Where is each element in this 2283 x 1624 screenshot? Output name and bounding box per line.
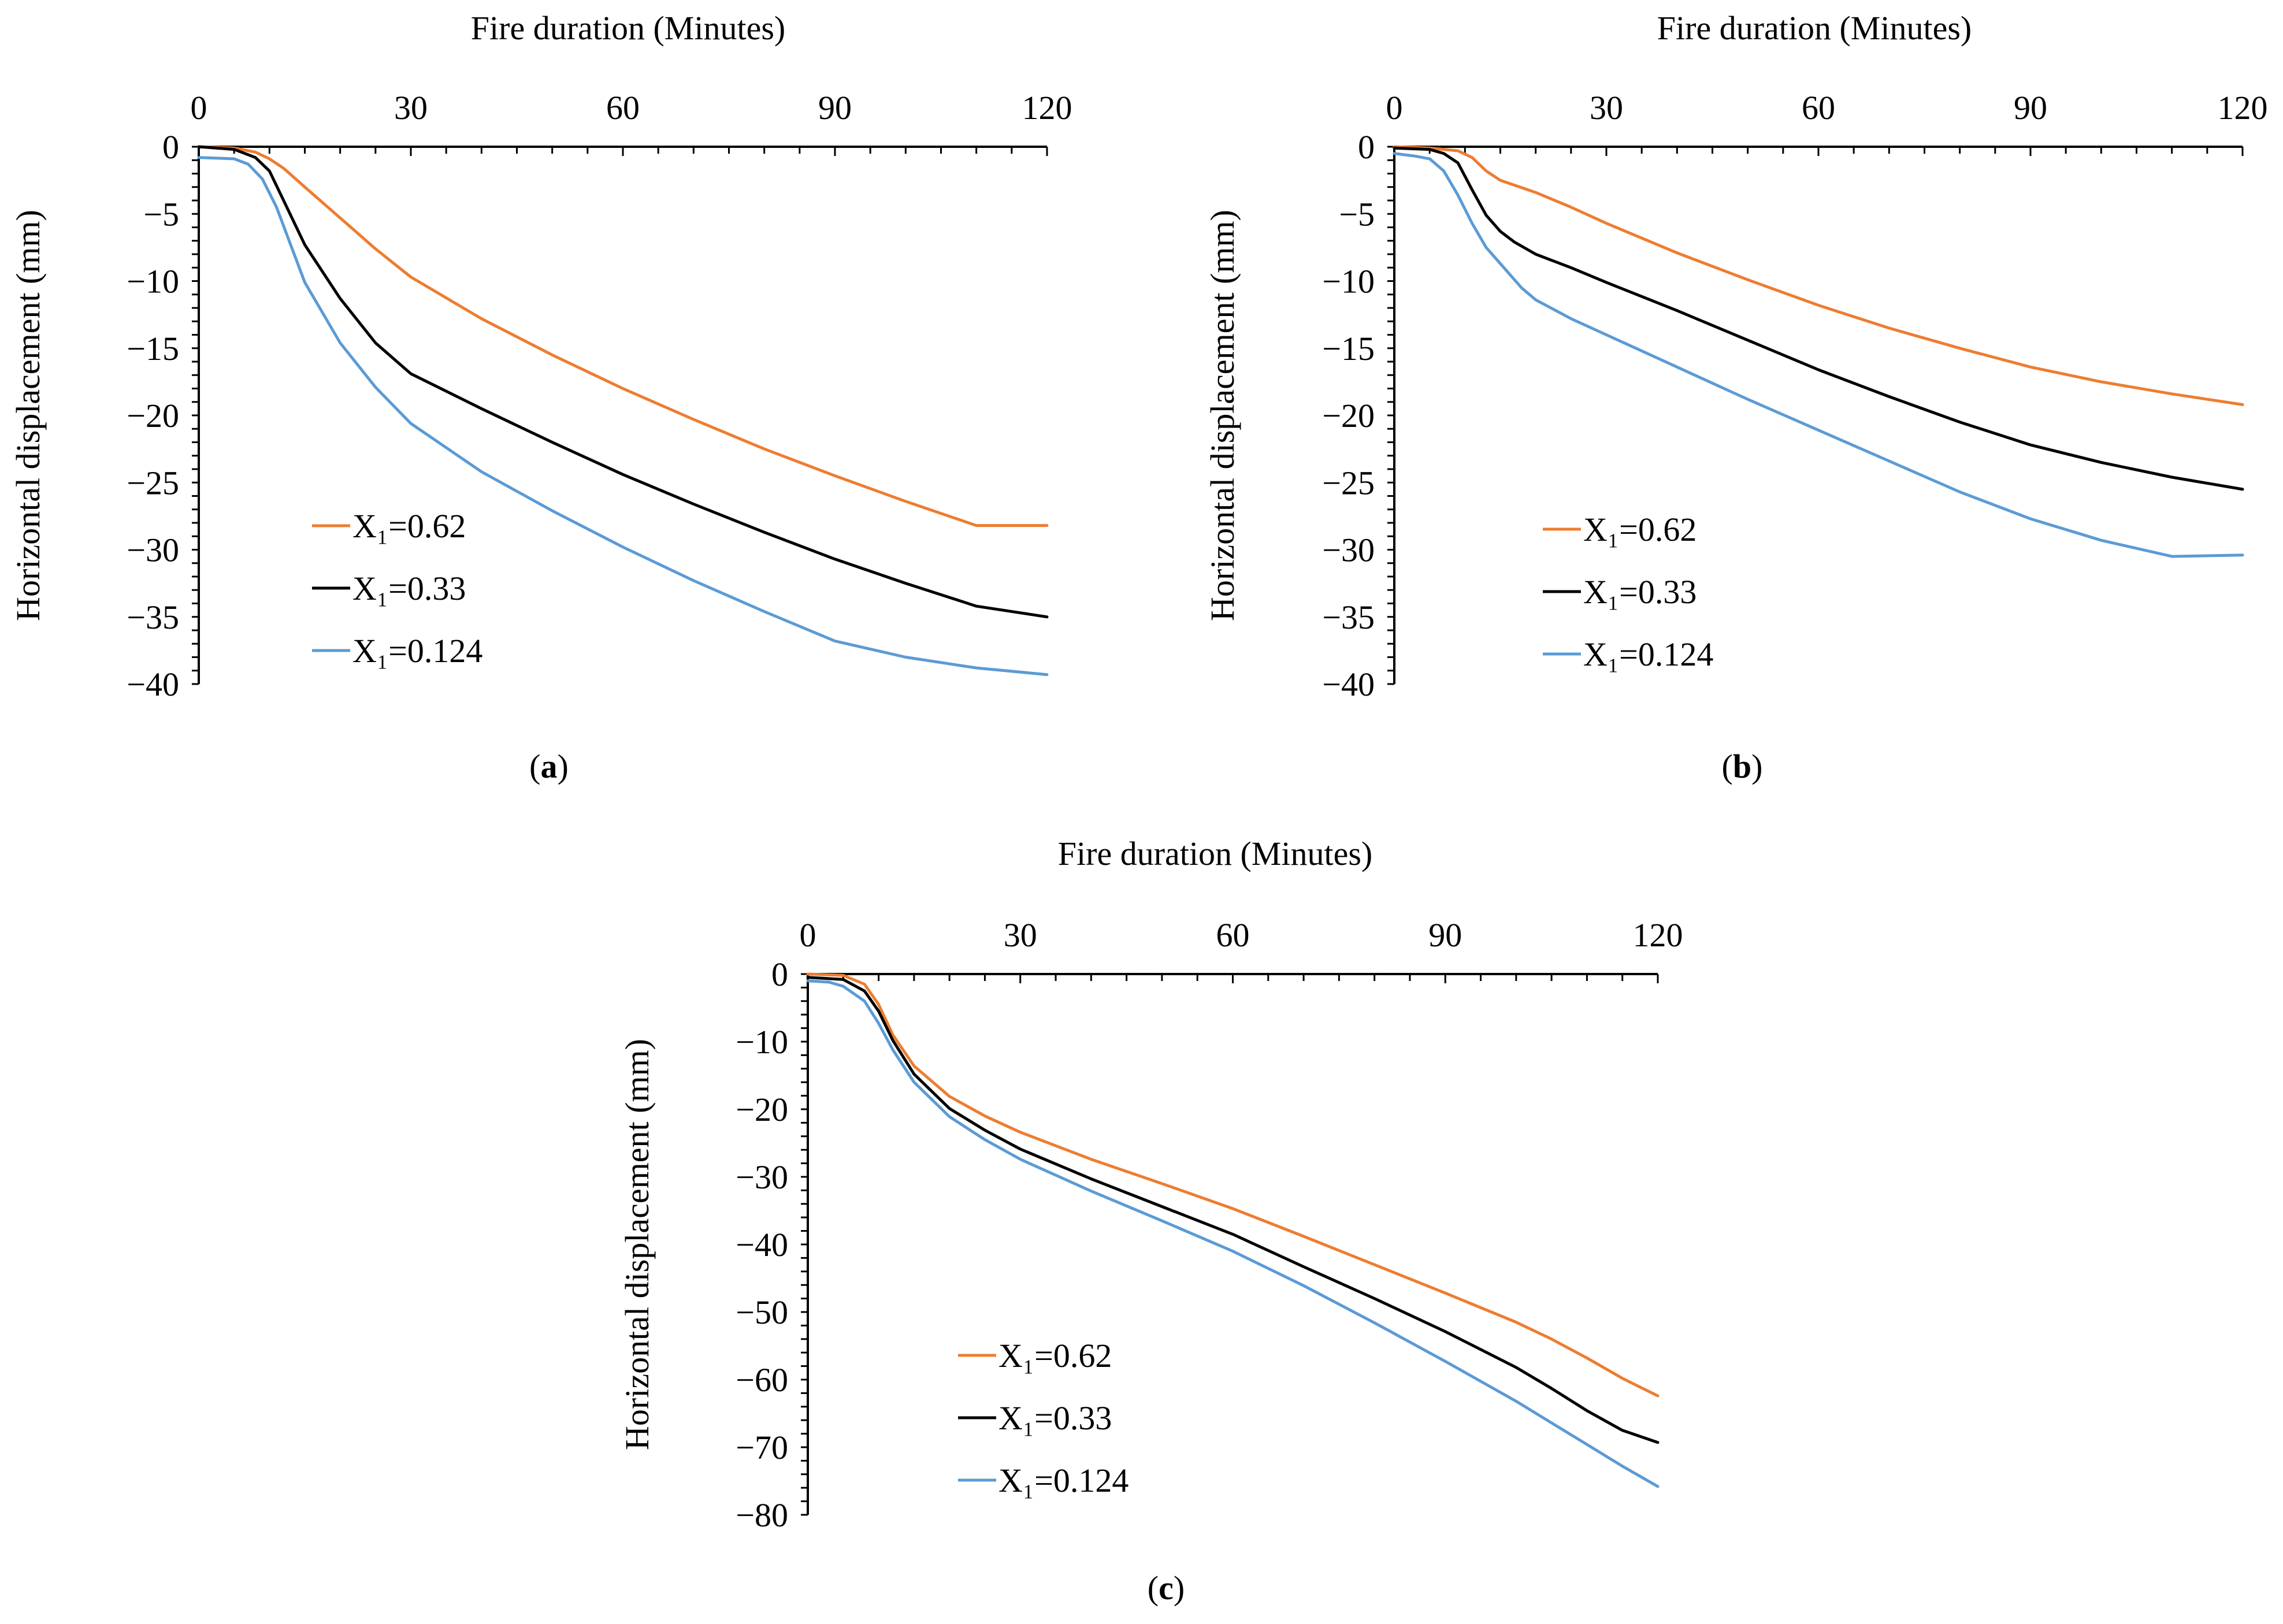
y-tick-label: −10	[736, 1023, 788, 1061]
x-tick-label: 60	[606, 89, 640, 127]
legend: X₁=0.62 X₁=0.33 X₁=0.124	[958, 1337, 1128, 1499]
x-axis-title: Fire duration (Minutes)	[471, 9, 785, 47]
legend-entry: X₁=0.33	[998, 1399, 1112, 1437]
chart-panel-c: 0 30 60 90 120 0 −10 −20 −30 −40 −50 −60 −70 −80 Fire …	[618, 835, 1683, 1607]
y-axis-title: Horizontal displacement (mm)	[9, 210, 47, 621]
y-tick-label: −15	[127, 330, 179, 367]
legend-entry: X₁=0.124	[352, 632, 482, 670]
x-tick-label: 30	[1590, 89, 1623, 127]
x-tick-label: 30	[394, 89, 428, 127]
chart-panel-b: 0 30 60 90 120 0 −5 −10 −15 −20 −25 −30 −35 −40 Fire d…	[1204, 9, 2268, 785]
series-line-2	[806, 976, 1660, 1444]
y-tick-label: 0	[1358, 128, 1375, 166]
y-tick-label: −20	[127, 397, 179, 434]
y-tick-label: −10	[127, 263, 179, 300]
series-line-1	[806, 972, 1660, 1398]
panel-label: (b)	[1722, 748, 1763, 785]
y-tick-label: −5	[1339, 195, 1375, 233]
x-tick-label: 90	[2014, 89, 2047, 127]
series-line-1	[197, 145, 1049, 527]
y-tick-label: −40	[736, 1226, 788, 1263]
legend-entry: X₁=0.33	[1583, 573, 1697, 611]
y-tick-label: −40	[127, 666, 179, 703]
y-tick-label: 0	[771, 956, 788, 993]
panel-label: (c)	[1148, 1569, 1185, 1607]
y-tick-label: −30	[1322, 532, 1375, 569]
legend-entry: X₁=0.62	[998, 1337, 1112, 1374]
x-tick-label: 120	[1633, 916, 1683, 954]
x-tick-label: 120	[1022, 89, 1072, 127]
y-tick-label: −60	[736, 1361, 788, 1399]
y-tick-label: −15	[1322, 330, 1375, 367]
y-tick-label: −25	[1322, 464, 1375, 501]
y-tick-label: −40	[1322, 666, 1375, 703]
x-tick-label: 60	[1802, 89, 1835, 127]
legend-entry: X₁=0.124	[998, 1462, 1128, 1499]
legend-entry: X₁=0.33	[352, 570, 466, 607]
x-tick-label: 0	[1386, 89, 1403, 127]
legend-entry: X₁=0.62	[352, 507, 466, 545]
y-tick-label: −20	[736, 1091, 788, 1128]
x-axis-title: Fire duration (Minutes)	[1058, 835, 1372, 872]
y-tick-label: −20	[1322, 397, 1375, 434]
x-tick-label: 0	[191, 89, 207, 127]
x-axis-title: Fire duration (Minutes)	[1657, 9, 1972, 47]
series-line-3	[1393, 152, 2244, 558]
y-tick-label: −80	[736, 1496, 788, 1534]
y-tick-label: −30	[736, 1158, 788, 1196]
y-tick-label: −5	[143, 195, 179, 233]
legend-entry: X₁=0.62	[1583, 511, 1697, 548]
y-tick-label: 0	[162, 128, 179, 166]
y-tick-label: −30	[127, 532, 179, 569]
y-axis-title: Horizontal displacement (mm)	[618, 1039, 656, 1450]
y-axis-title: Horizontal displacement (mm)	[1204, 210, 1241, 621]
y-tick-label: −25	[127, 464, 179, 501]
x-tick-label: 120	[2218, 89, 2268, 127]
series-line-3	[197, 156, 1049, 677]
x-tick-label: 90	[818, 89, 852, 127]
series-line-2	[1393, 146, 2244, 491]
legend: X₁=0.62 X₁=0.33 X₁=0.124	[1543, 511, 1713, 673]
series-line-2	[197, 145, 1049, 619]
y-tick-label: −10	[1322, 263, 1375, 300]
x-tick-label: 60	[1216, 916, 1250, 954]
y-tick-label: −70	[736, 1429, 788, 1466]
panel-label: (a)	[529, 748, 569, 785]
series-line-1	[1393, 145, 2244, 406]
series-line-3	[806, 979, 1660, 1488]
x-tick-label: 0	[800, 916, 816, 954]
y-tick-label: −35	[127, 599, 179, 636]
x-tick-label: 30	[1004, 916, 1037, 954]
x-tick-label: 90	[1428, 916, 1462, 954]
y-tick-label: −50	[736, 1294, 788, 1331]
legend-entry: X₁=0.124	[1583, 636, 1713, 673]
legend: X₁=0.62 X₁=0.33 X₁=0.124	[312, 507, 482, 670]
y-tick-label: −35	[1322, 599, 1375, 636]
chart-panel-a: 0 30 60 90 120 0 −5 −10 −15 −20 −25 −30 −35 −40 Fire d…	[9, 9, 1072, 785]
